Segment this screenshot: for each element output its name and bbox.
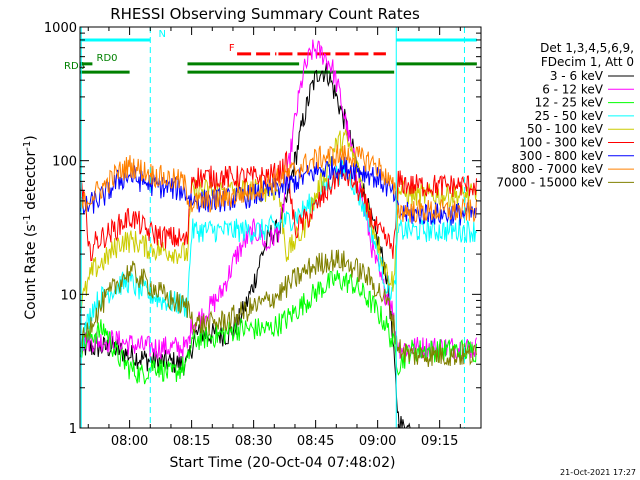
x-tick-label: 08:30	[235, 434, 272, 449]
x-axis-label: Start Time (20-Oct-04 07:48:02)	[170, 455, 396, 471]
series-line-2	[80, 270, 477, 385]
series-line-7	[80, 144, 477, 223]
y-label-part-3: )	[23, 135, 39, 140]
series-line-5	[80, 150, 477, 262]
x-tick-label: 08:00	[111, 434, 148, 449]
series-line-3	[80, 159, 477, 356]
legend-label-3: 25 - 50 keV	[535, 109, 604, 123]
y-tick-label: 10	[60, 288, 77, 303]
y-label-part-1: Count Rate (s	[23, 224, 39, 319]
flag-bars: N F RD0 RD8	[64, 29, 477, 74]
legend-header-detectors: Det 1,3,4,5,6,9,	[540, 41, 634, 55]
legend-label-0: 3 - 6 keV	[550, 69, 604, 83]
legend-label-6: 300 - 800 keV	[519, 149, 603, 163]
y-label-part-2: detector	[23, 151, 39, 215]
x-tick-label: 08:45	[297, 434, 334, 449]
series-line-8	[80, 249, 477, 367]
y-tick-label: 100	[52, 155, 77, 170]
y-axis-label: Count Rate (s-1 detector-1)	[22, 135, 39, 319]
x-tick-label: 09:15	[421, 434, 458, 449]
chart-title: RHESSI Observing Summary Count Rates	[110, 5, 420, 23]
legend-label-5: 100 - 300 keV	[519, 136, 603, 150]
vertical-markers	[80, 27, 465, 428]
plot-frame	[79, 26, 482, 429]
legend-label-1: 6 - 12 keV	[542, 82, 604, 96]
legend: Det 1,3,4,5,6,9, FDecim 1, Att 0 3 - 6 k…	[496, 41, 634, 189]
timestamp: 21-Oct-2021 17:27	[560, 468, 636, 477]
legend-label-4: 50 - 100 keV	[527, 122, 604, 136]
legend-header-decimation: FDecim 1, Att 0	[541, 55, 634, 69]
series-layer	[80, 39, 477, 428]
axes: 08:00 08:15 08:30 08:45 09:00 09:15 1 10 100 1000	[44, 21, 482, 449]
legend-label-7: 800 - 7000 keV	[512, 162, 604, 176]
legend-label-8: 7000 - 15000 keV	[496, 175, 603, 189]
flag-label-f: F	[229, 43, 235, 54]
flag-label-n: N	[159, 29, 166, 40]
x-tick-label: 08:15	[173, 434, 210, 449]
y-label-superscript-2: -1	[22, 141, 33, 151]
legend-label-2: 12 - 25 keV	[535, 96, 604, 110]
y-label-superscript-1: -1	[22, 214, 33, 224]
y-tick-label: 1	[69, 422, 77, 437]
x-tick-label: 09:00	[359, 434, 396, 449]
flag-label-rd0: RD0	[97, 53, 118, 64]
y-tick-label: 1000	[44, 21, 77, 36]
flag-label-rd8: RD8	[64, 61, 85, 72]
